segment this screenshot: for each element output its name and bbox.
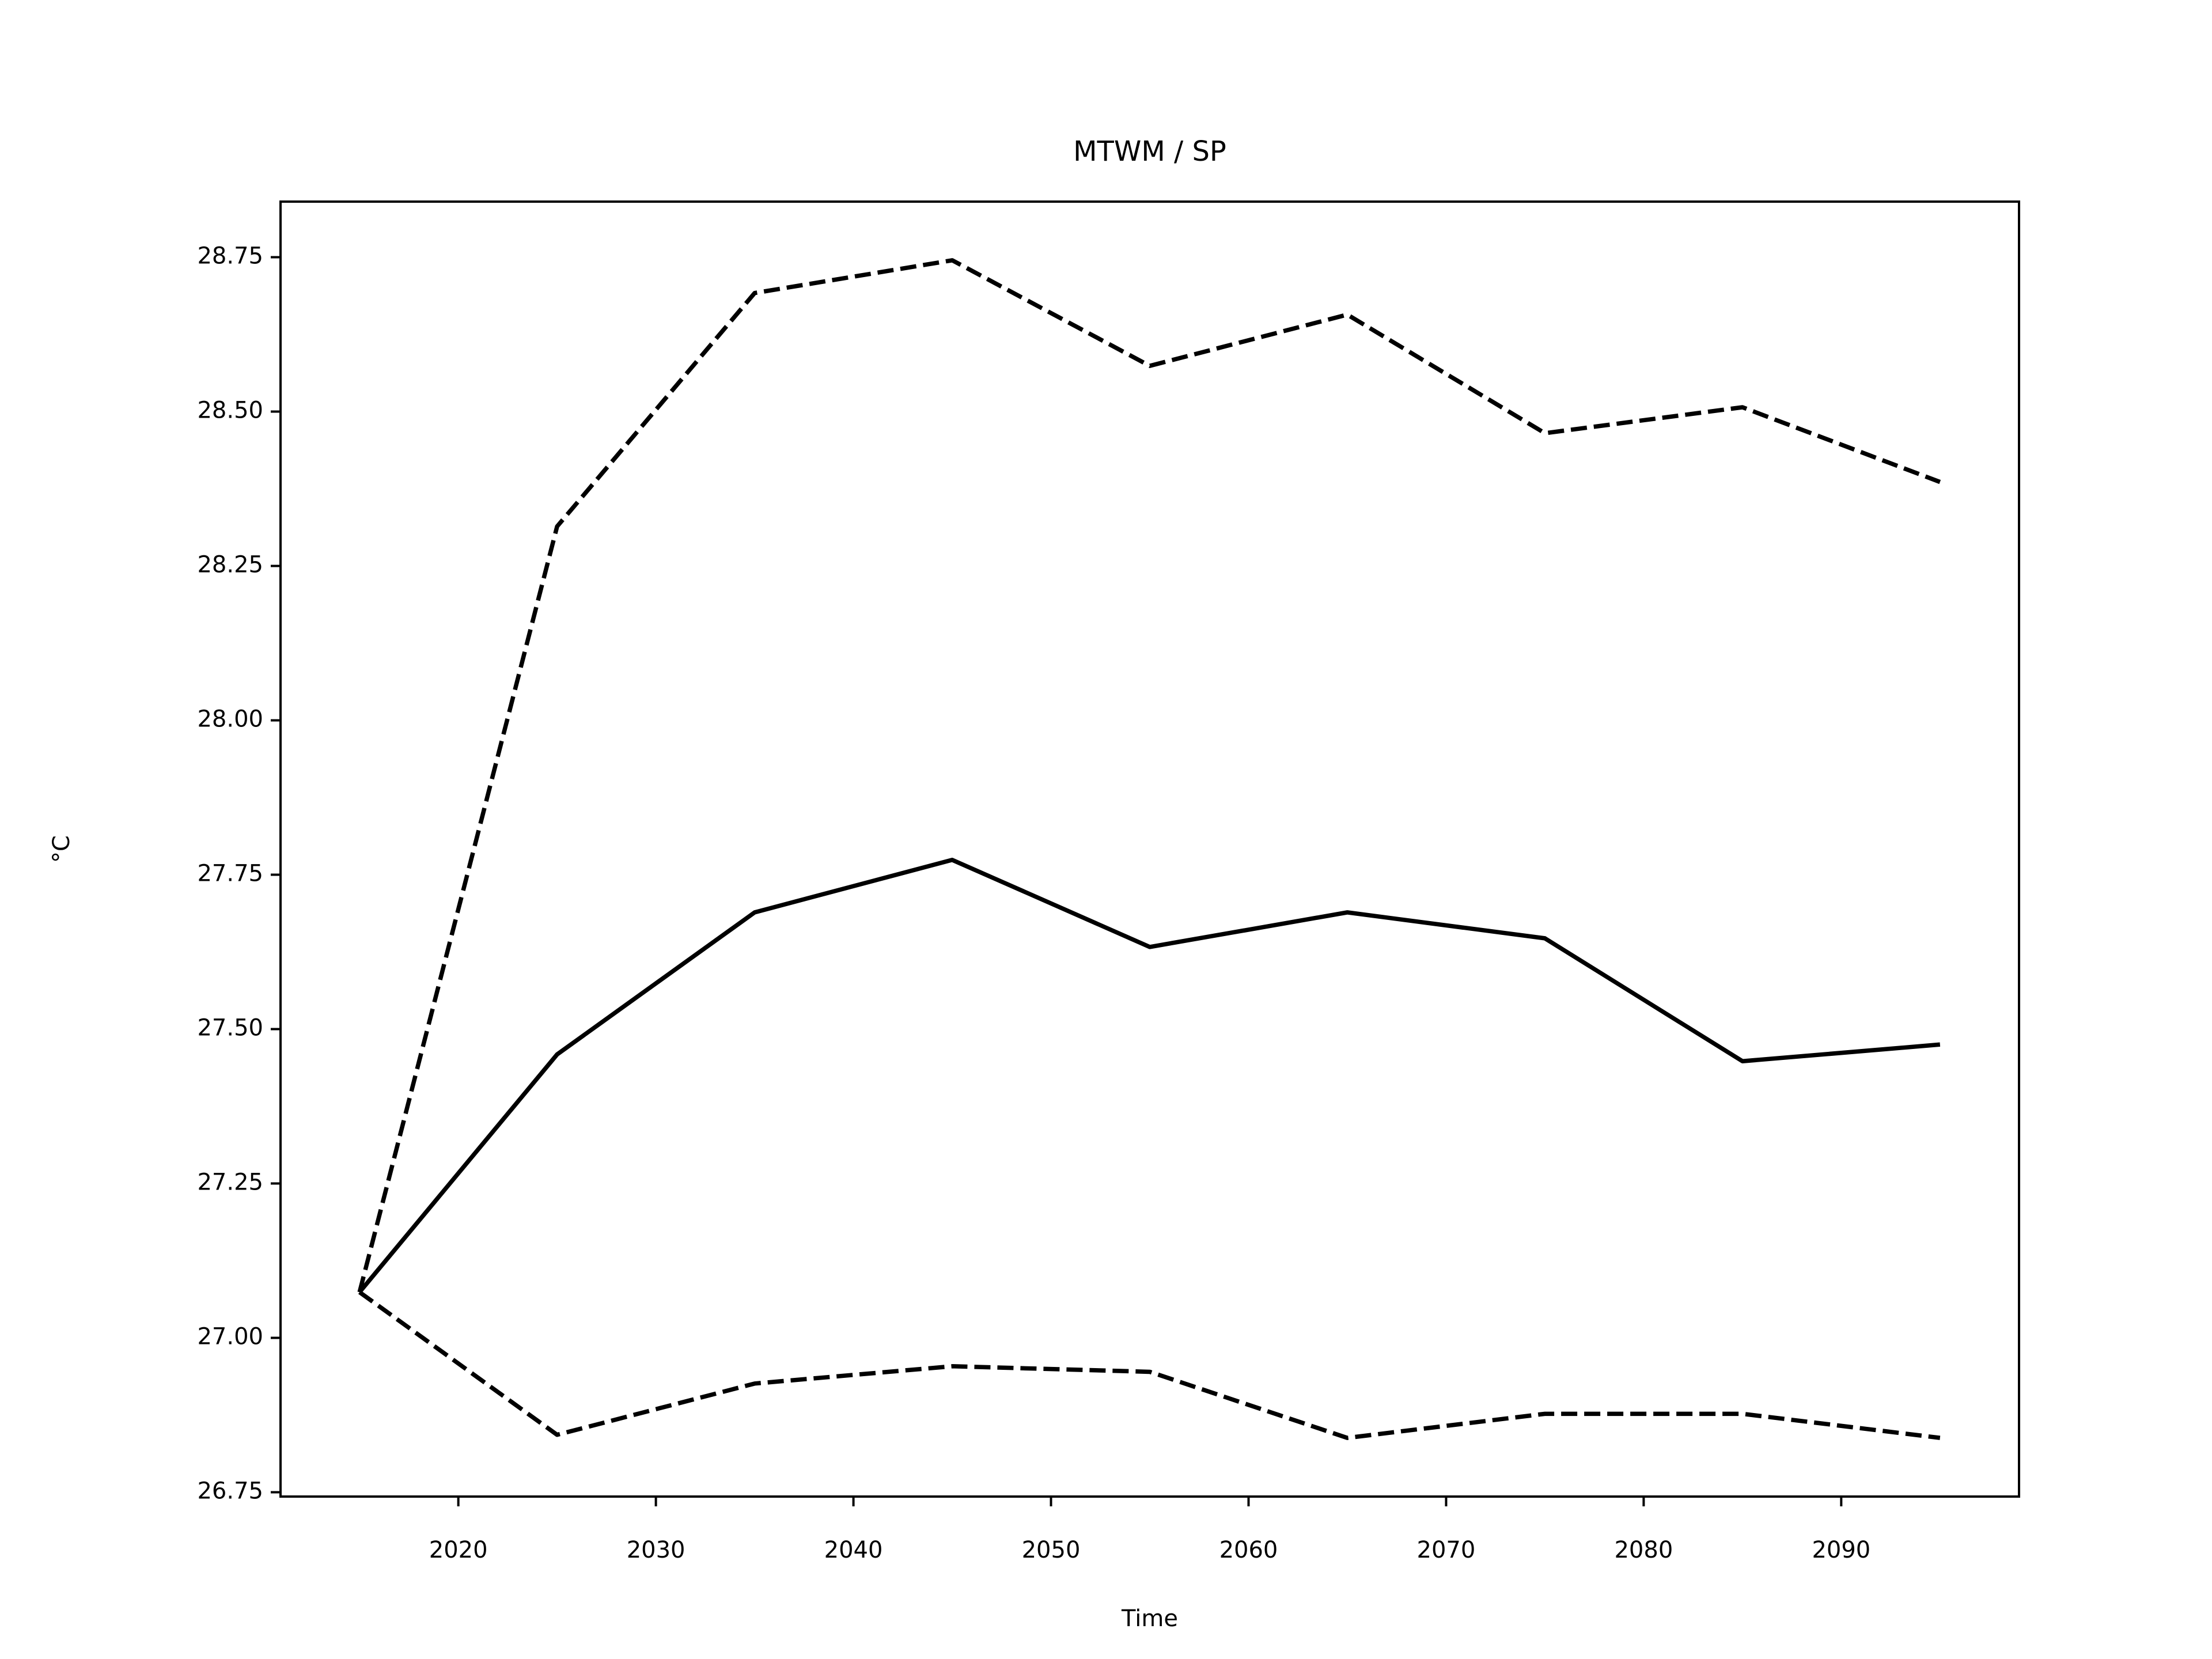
x-tick-label: 2090 [1812,1537,1870,1563]
series-line [357,258,1941,1293]
x-tick-label: 2050 [1022,1537,1081,1563]
y-tick-label: 26.75 [197,1478,263,1504]
y-tick-label: 27.75 [197,860,263,887]
x-tick-label: 2030 [627,1537,685,1563]
x-tick-label: 2070 [1417,1537,1476,1563]
x-tick-label: 2080 [1614,1537,1673,1563]
series-line [358,1290,1941,1440]
x-tick-label: 2060 [1219,1537,1278,1563]
series-line [358,858,1941,1294]
x-tick-label: 2020 [429,1537,488,1563]
chart-title: MTWM / SP [1073,135,1226,168]
plot-frame [279,200,2020,1498]
y-axis-label: °C [48,835,75,863]
y-tick-label: 27.25 [197,1169,263,1195]
x-axis-label: Time [1121,1605,1178,1632]
y-tick-label: 27.00 [197,1323,263,1350]
y-tick-label: 28.50 [197,397,263,423]
x-tick-label: 2040 [824,1537,883,1563]
y-tick-label: 27.50 [197,1014,263,1041]
y-tick-label: 28.00 [197,706,263,732]
y-tick-label: 28.75 [197,243,263,269]
y-tick-label: 28.25 [197,551,263,578]
